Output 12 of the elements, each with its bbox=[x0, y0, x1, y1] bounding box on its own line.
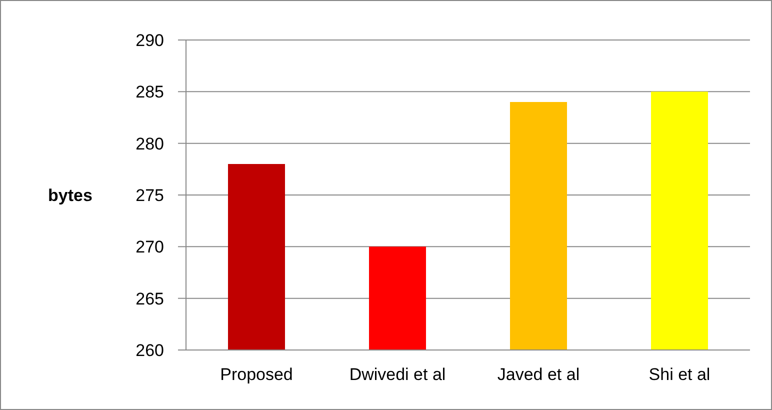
x-tick-label: Javed et al bbox=[497, 365, 580, 384]
x-tick-label: Shi et al bbox=[648, 365, 710, 384]
y-tick-label: 280 bbox=[136, 134, 164, 154]
y-tick-label: 265 bbox=[136, 289, 164, 308]
y-tick-label: 290 bbox=[136, 31, 164, 50]
y-tick-label: 270 bbox=[136, 238, 164, 257]
y-tick-label: 285 bbox=[136, 82, 164, 102]
y-tick-label: 275 bbox=[136, 186, 164, 206]
x-tick-label: Proposed bbox=[220, 365, 293, 384]
y-axis-title: bytes bbox=[48, 186, 92, 206]
x-tick-label: Dwivedi et al bbox=[349, 365, 446, 384]
y-tick-label: 260 bbox=[136, 341, 164, 360]
